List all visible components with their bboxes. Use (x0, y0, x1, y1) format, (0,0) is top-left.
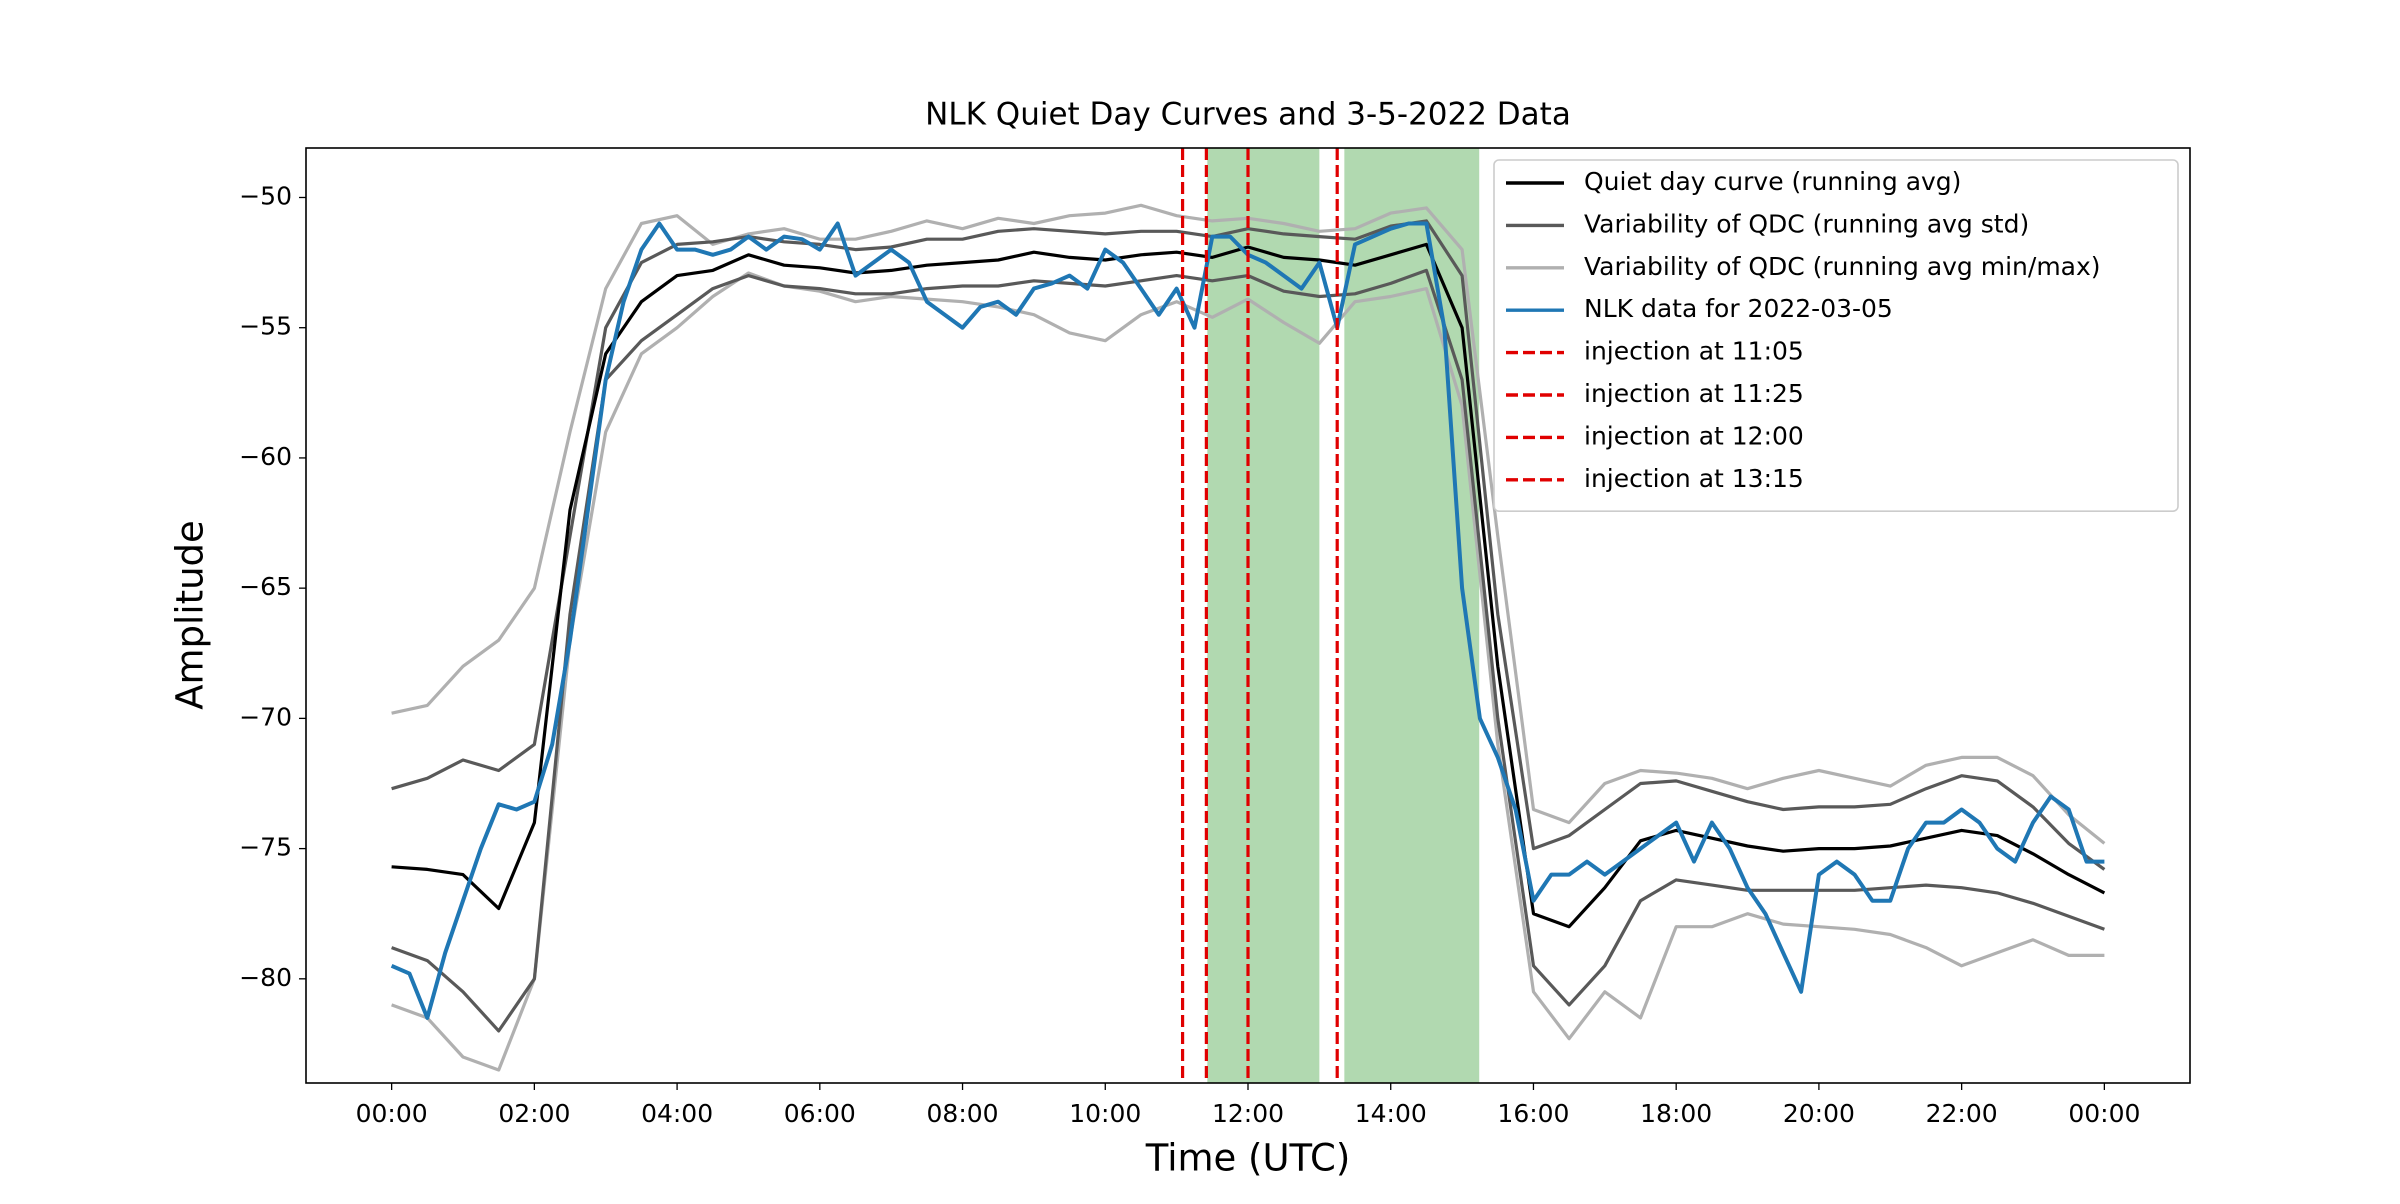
series-line (391, 271, 2105, 1072)
legend-label: injection at 11:05 (1584, 337, 1804, 366)
y-tick-label: −50 (239, 181, 292, 210)
x-tick-label: 02:00 (498, 1099, 570, 1128)
x-tick-label: 10:00 (1069, 1099, 1141, 1128)
legend-label: Quiet day curve (running avg) (1584, 167, 1961, 196)
legend-box (1493, 159, 2179, 513)
legend-label: NLK data for 2022-03-05 (1584, 294, 1893, 323)
shaded-span (1344, 148, 1480, 1083)
x-tick-label: 06:00 (784, 1099, 856, 1128)
x-tick-label: 20:00 (1783, 1099, 1855, 1128)
x-tick-label: 18:00 (1640, 1099, 1712, 1128)
x-tick-label: 00:00 (356, 1099, 428, 1128)
x-axis-label: Time (UTC) (1145, 1137, 1351, 1180)
series-line (391, 242, 2106, 929)
y-tick-label: −75 (239, 833, 292, 862)
y-tick-label: −65 (239, 572, 292, 601)
x-tick-label: 04:00 (641, 1099, 713, 1128)
legend-label: Variability of QDC (running avg std) (1584, 209, 2029, 238)
legend-label: injection at 12:00 (1584, 421, 1804, 450)
plot-area (390, 148, 2106, 1083)
y-tick-label: −60 (239, 442, 292, 471)
x-tick-label: 14:00 (1355, 1099, 1427, 1128)
x-tick-label: 12:00 (1212, 1099, 1284, 1128)
legend-label: Variability of QDC (running avg min/max) (1584, 252, 2101, 281)
y-tick-label: −70 (239, 702, 292, 731)
x-tick-label: 08:00 (927, 1099, 999, 1128)
x-tick-label: 22:00 (1926, 1099, 1998, 1128)
shaded-span (1207, 148, 1320, 1083)
y-axis-label: Amplitude (169, 520, 212, 710)
legend-label: injection at 13:15 (1584, 464, 1804, 493)
y-tick-label: −55 (239, 312, 292, 341)
y-tick-label: −80 (239, 963, 292, 992)
legend-label: injection at 11:25 (1584, 379, 1804, 408)
x-tick-label: 00:00 (2068, 1099, 2140, 1128)
legend: Quiet day curve (running avg) Variability… (1493, 159, 2179, 513)
x-tick-label: 16:00 (1497, 1099, 1569, 1128)
chart-title: NLK Quiet Day Curves and 3-5-2022 Data (925, 97, 1571, 133)
series-line (391, 219, 2106, 871)
